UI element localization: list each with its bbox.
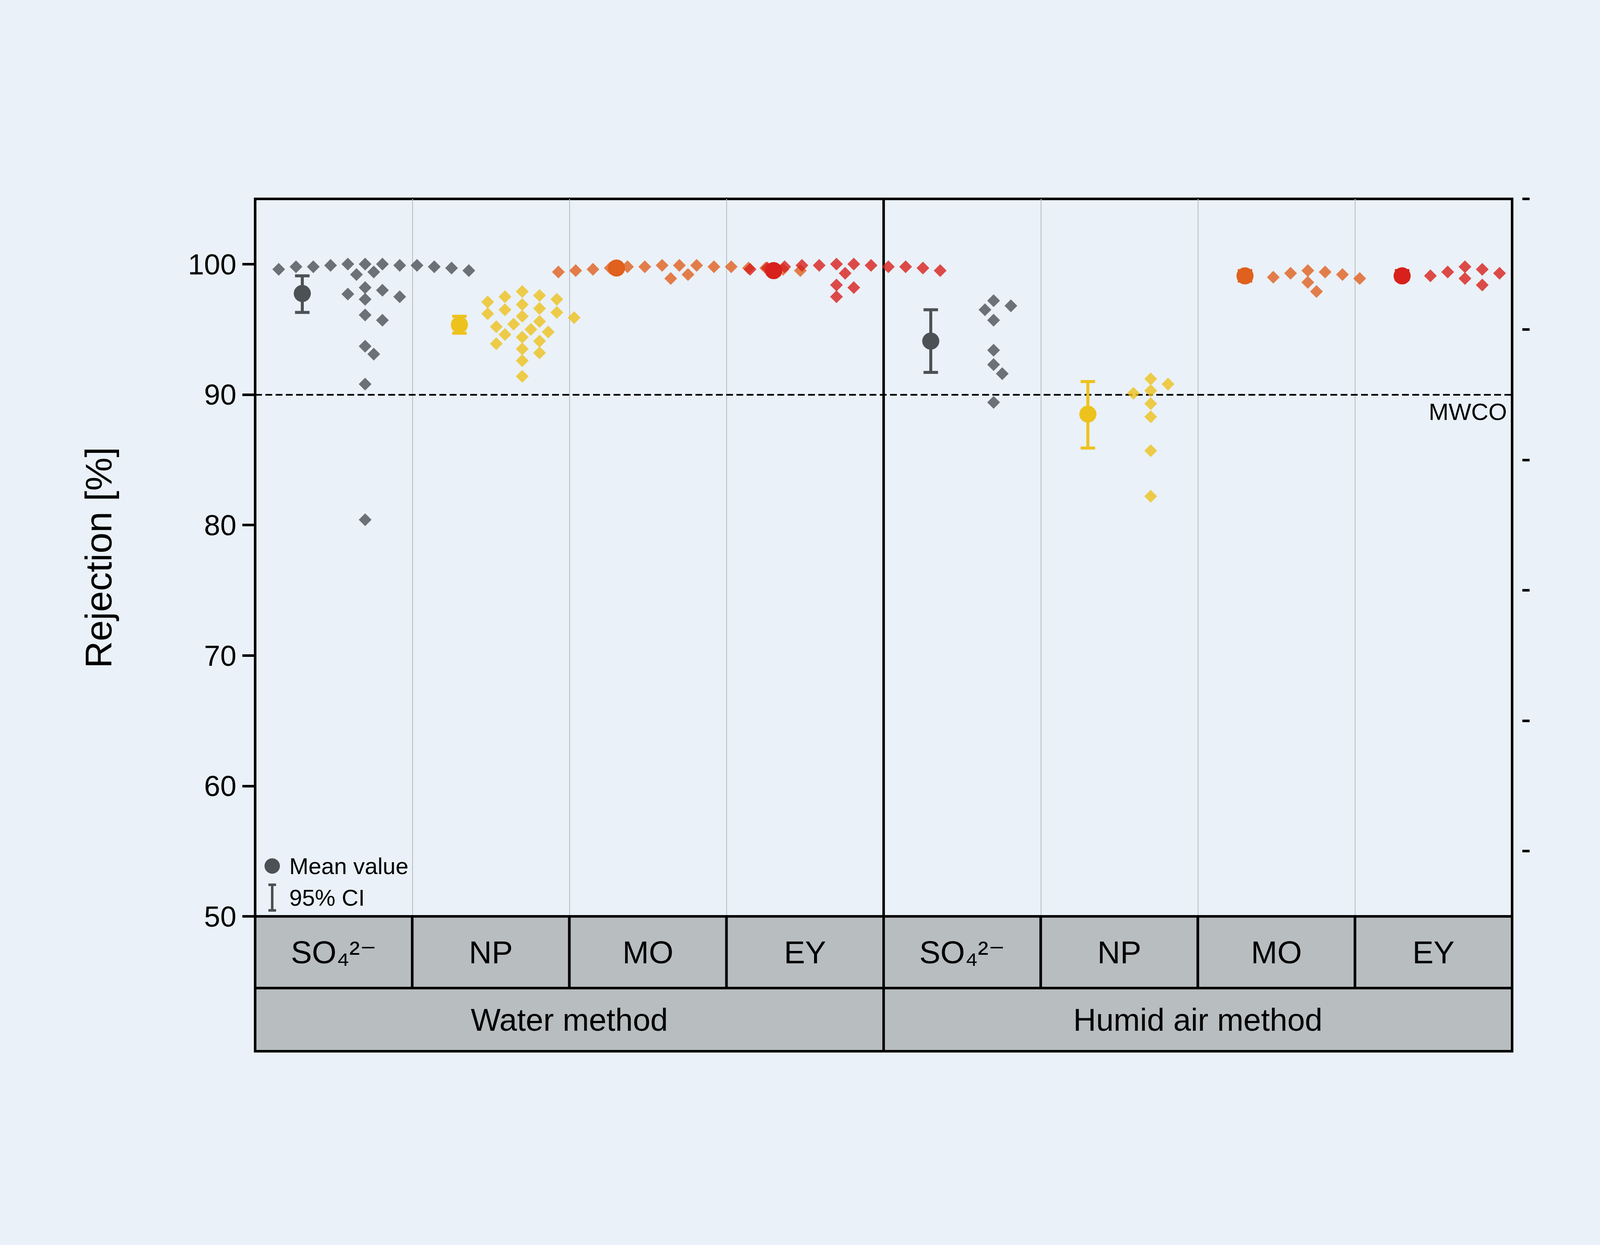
svg-text:Rejection [%]: Rejection [%]: [77, 446, 120, 668]
svg-text:MWCO: MWCO: [1428, 398, 1507, 425]
svg-text:100: 100: [188, 247, 237, 281]
svg-text:60: 60: [203, 769, 237, 802]
svg-text:Humid air method: Humid air method: [1073, 1001, 1323, 1038]
svg-text:90: 90: [203, 378, 237, 411]
svg-text:EY: EY: [1412, 934, 1455, 970]
svg-text:MO: MO: [622, 934, 674, 970]
svg-text:Mean value: Mean value: [289, 852, 409, 879]
svg-text:50: 50: [203, 899, 237, 933]
svg-text:95% CI: 95% CI: [289, 884, 365, 911]
svg-text:SO₄²⁻: SO₄²⁻: [290, 934, 377, 970]
svg-text:Water method: Water method: [471, 1001, 669, 1038]
svg-text:NP: NP: [468, 934, 513, 970]
svg-text:NP: NP: [1097, 934, 1142, 970]
svg-text:EY: EY: [784, 934, 827, 970]
svg-text:MO: MO: [1250, 934, 1302, 970]
svg-text:80: 80: [203, 508, 237, 542]
svg-text:SO₄²⁻: SO₄²⁻: [919, 934, 1006, 970]
svg-text:70: 70: [203, 639, 237, 672]
